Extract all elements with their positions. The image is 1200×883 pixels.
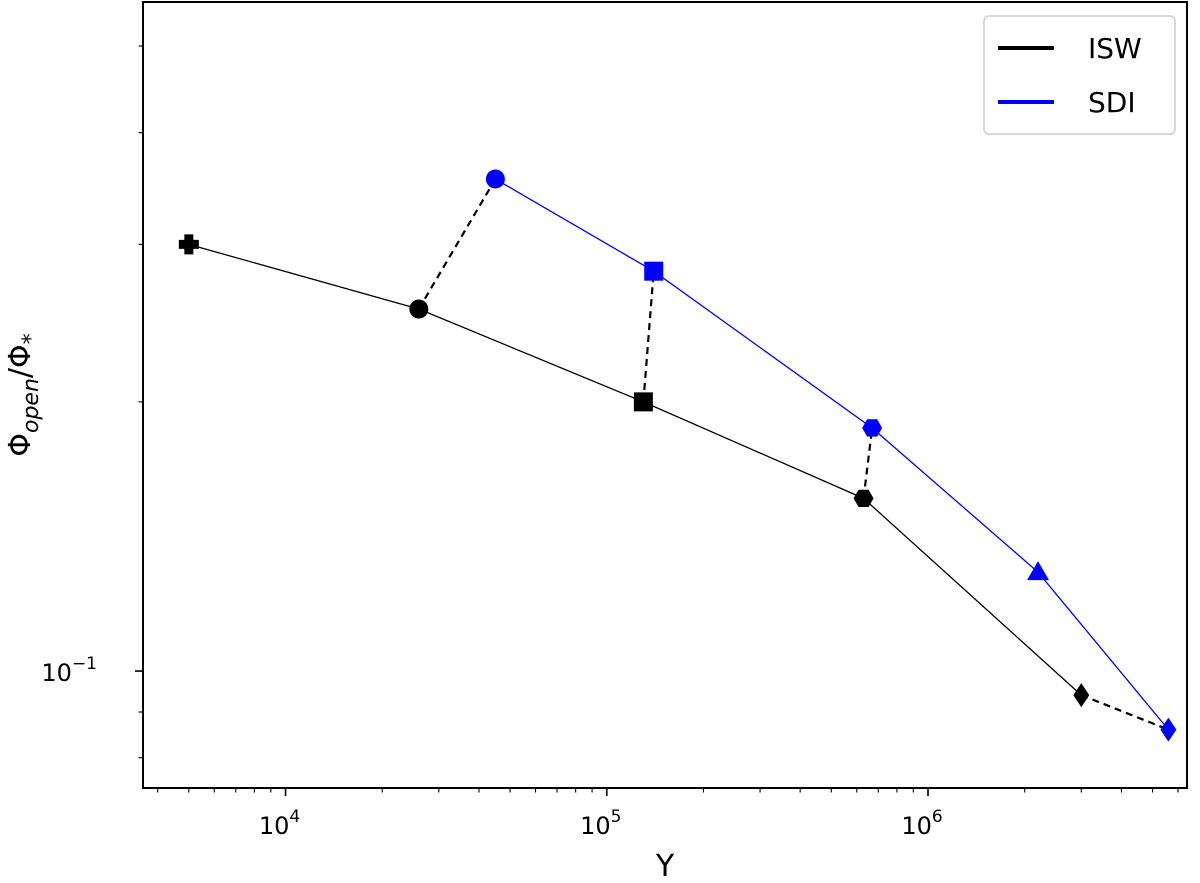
legend-label-isw: ISW (1088, 32, 1142, 65)
data-point-sdi-2 (862, 419, 883, 437)
series-lines (188, 178, 1169, 731)
x-axis-label: Y (655, 849, 675, 883)
x-tick-label: 104 (259, 807, 300, 840)
y-tick-label: 10−1 (41, 654, 97, 687)
data-point-sdi-1 (644, 261, 664, 281)
data-point-sdi-4 (1160, 717, 1177, 742)
y-axis-label: Φopen/Φ* (3, 333, 44, 456)
x-tick-label-exp: 6 (932, 807, 943, 827)
connector-line-2 (862, 427, 874, 499)
axis-ticks (135, 45, 1179, 796)
data-point-isw-3 (853, 489, 874, 508)
series-line-isw (188, 243, 1082, 696)
data-point-sdi-3 (1027, 561, 1050, 581)
y-axis-label-mid: /Φ (3, 344, 38, 378)
connector-lines (417, 178, 1169, 731)
legend-label-sdi: SDI (1088, 86, 1136, 119)
legend: ISW SDI (983, 15, 1176, 135)
connector-line-0 (417, 178, 497, 310)
plot-frame (142, 1, 1188, 789)
y-axis-label-sub2: * (19, 333, 44, 344)
x-tick-label: 106 (901, 807, 942, 840)
connector-line-1 (642, 271, 655, 402)
y-tick-label-base: 10 (41, 659, 72, 687)
connector-line-3 (1080, 694, 1169, 731)
x-tick-label-exp: 5 (611, 807, 622, 827)
data-point-isw-0 (178, 234, 199, 255)
x-tick-label-base: 10 (901, 812, 932, 840)
y-axis-label-base: Φ (3, 433, 38, 457)
data-point-isw-4 (1073, 683, 1090, 708)
x-tick-label-base: 10 (259, 812, 290, 840)
data-markers (178, 169, 1177, 742)
legend-box (983, 15, 1176, 135)
data-point-isw-1 (409, 299, 429, 319)
x-tick-label-base: 10 (580, 812, 611, 840)
x-tick-label: 105 (580, 807, 621, 840)
data-point-isw-2 (633, 392, 653, 412)
series-line-sdi (495, 178, 1169, 731)
x-tick-label-exp: 4 (289, 807, 300, 827)
data-point-sdi-0 (485, 169, 505, 189)
y-tick-label-exp: −1 (72, 654, 97, 674)
y-axis-label-sub: open (19, 378, 44, 433)
